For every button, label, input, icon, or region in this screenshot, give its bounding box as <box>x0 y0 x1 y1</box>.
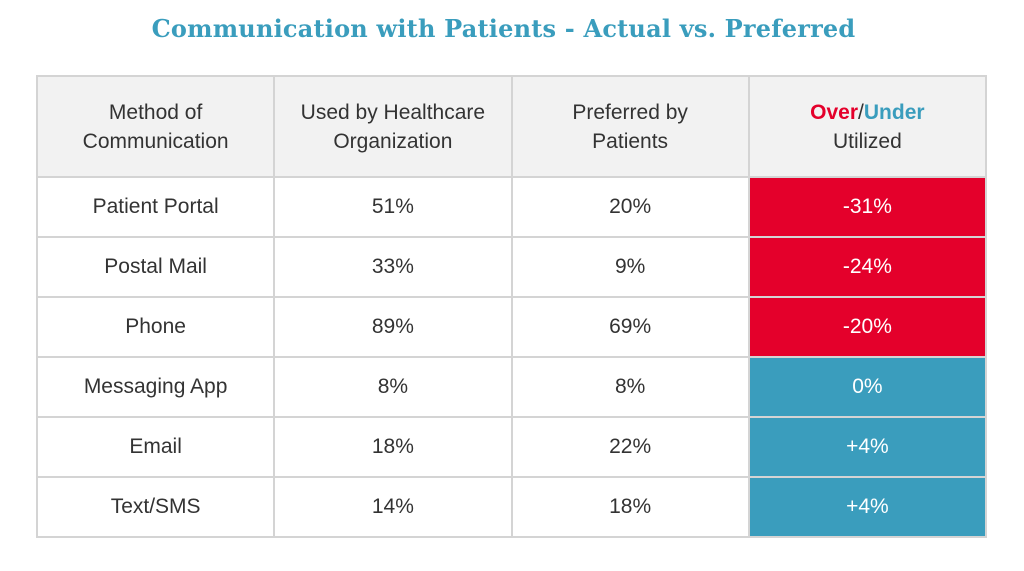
table-row: Text/SMS 14% 18% +4% <box>35 476 988 538</box>
cell-preferred: 9% <box>510 236 750 298</box>
communication-table: Method of Communication Used by Healthca… <box>35 75 988 538</box>
header-used-line2: Organization <box>333 129 453 153</box>
cell-method: Messaging App <box>35 356 276 418</box>
header-variance: Over/Under Utilized <box>747 75 988 178</box>
cell-method: Email <box>35 416 276 478</box>
cell-method: Patient Portal <box>35 176 276 238</box>
table-row: Messaging App 8% 8% 0% <box>35 356 988 418</box>
header-method-line2: Communication <box>82 129 229 153</box>
header-under-label: Under <box>863 100 925 124</box>
header-used-line1: Used by Healthcare <box>300 100 486 124</box>
cell-method: Text/SMS <box>35 476 276 538</box>
table-row: Email 18% 22% +4% <box>35 416 988 478</box>
header-used: Used by Healthcare Organization <box>273 75 513 178</box>
cell-preferred: 69% <box>510 296 750 358</box>
header-method: Method of Communication <box>35 75 276 178</box>
cell-method: Postal Mail <box>35 236 276 298</box>
header-preferred-line2: Patients <box>592 129 669 153</box>
cell-variance: -31% <box>747 176 988 238</box>
cell-variance: -20% <box>747 296 988 358</box>
header-method-line1: Method of <box>108 100 203 124</box>
cell-used: 89% <box>273 296 513 358</box>
cell-used: 51% <box>273 176 513 238</box>
cell-variance: 0% <box>747 356 988 418</box>
header-variance-line1: Over/Under <box>750 98 985 127</box>
cell-variance: +4% <box>747 476 988 538</box>
table-row: Patient Portal 51% 20% -31% <box>35 176 988 238</box>
cell-variance: -24% <box>747 236 988 298</box>
cell-preferred: 20% <box>510 176 750 238</box>
cell-used: 18% <box>273 416 513 478</box>
header-slash: / <box>858 100 864 124</box>
header-preferred-line1: Preferred by <box>572 100 688 124</box>
table-body: Patient Portal 51% 20% -31% Postal Mail 33% 9%… <box>35 176 988 538</box>
cell-used: 8% <box>273 356 513 418</box>
chart-title: Communication with Patients - Actual vs.… <box>151 14 856 43</box>
cell-preferred: 18% <box>510 476 750 538</box>
header-variance-line2: Utilized <box>832 129 902 153</box>
header-preferred: Preferred by Patients <box>510 75 750 178</box>
header-over-label: Over <box>810 100 859 124</box>
cell-preferred: 8% <box>510 356 750 418</box>
table-row: Postal Mail 33% 9% -24% <box>35 236 988 298</box>
cell-variance: +4% <box>747 416 988 478</box>
cell-used: 14% <box>273 476 513 538</box>
table-row: Phone 89% 69% -20% <box>35 296 988 358</box>
cell-used: 33% <box>273 236 513 298</box>
header-row: Method of Communication Used by Healthca… <box>35 75 988 178</box>
cell-method: Phone <box>35 296 276 358</box>
cell-preferred: 22% <box>510 416 750 478</box>
